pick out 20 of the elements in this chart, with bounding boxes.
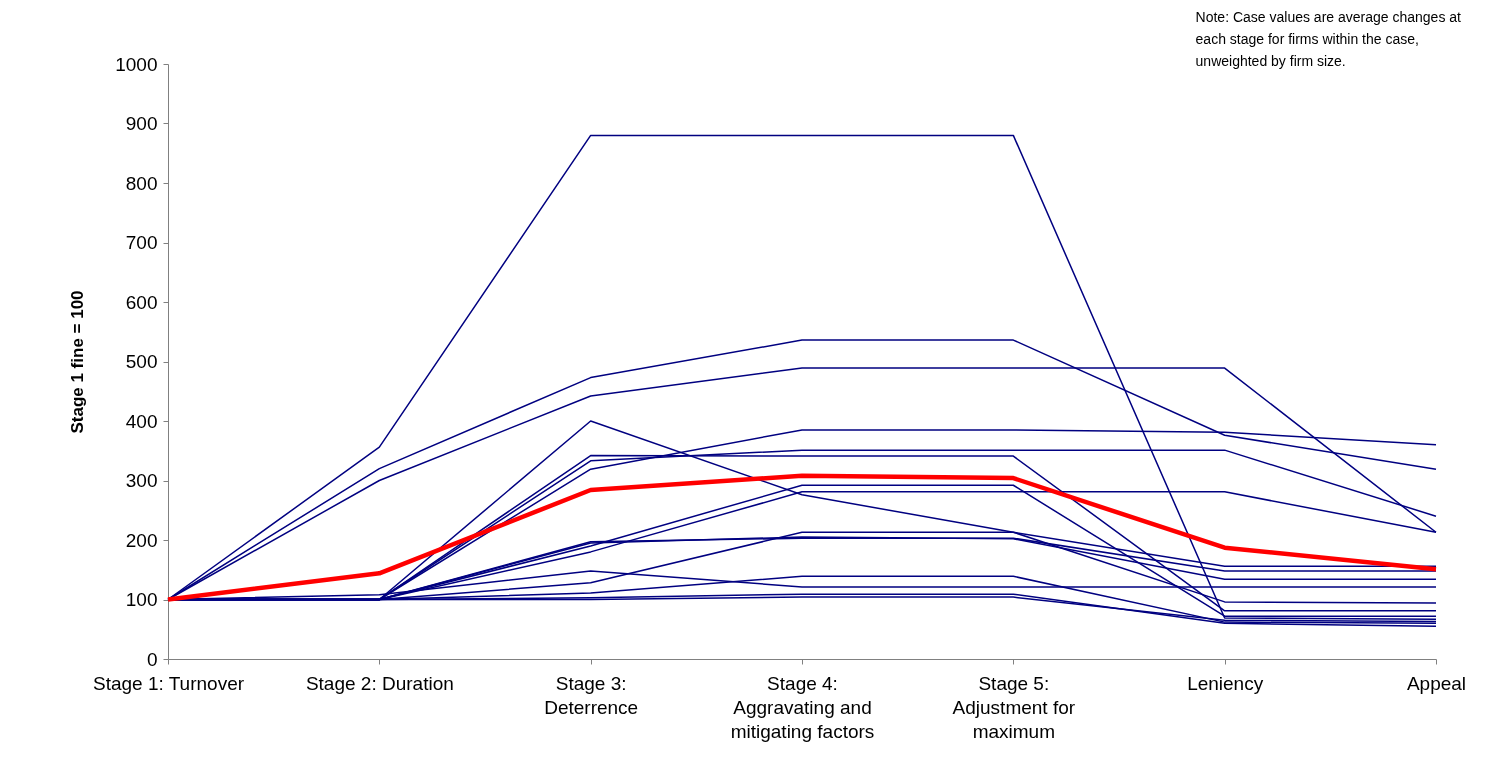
- y-tick-label: 600: [125, 291, 158, 313]
- x-tick-label: Stage 5: Adjustment for maximum: [952, 672, 1076, 742]
- y-tick-label: 100: [125, 589, 158, 610]
- y-tick-label: 800: [125, 172, 158, 194]
- x-tick-label: Appeal: [1406, 672, 1467, 694]
- y-tick-label: 700: [125, 232, 158, 253]
- x-tick-label: Leniency: [1187, 672, 1264, 694]
- y-tick-label: 500: [125, 351, 158, 372]
- y-tick-label: 1000: [115, 53, 158, 75]
- x-tick-label: Stage 3: Deterrence: [544, 672, 639, 718]
- annotation: Note: Case values are average changes at each stage for firms within the case, unweighted by firm size.: [1195, 9, 1462, 69]
- x-tick-label: Stage 4: Aggravating and mitigating factors: [730, 672, 875, 742]
- y-tick-label: 900: [125, 113, 158, 134]
- x-tick-label: Stage 1: Turnover: [92, 672, 245, 694]
- x-tick-label: Stage 2: Duration: [305, 672, 454, 694]
- y-tick-label: 0: [146, 648, 158, 670]
- y-tick-label: 400: [125, 410, 158, 432]
- y-tick-label: 300: [125, 470, 158, 491]
- y-axis-title: Stage 1 fine = 100: [68, 290, 88, 434]
- y-tick-label: 200: [125, 529, 158, 551]
